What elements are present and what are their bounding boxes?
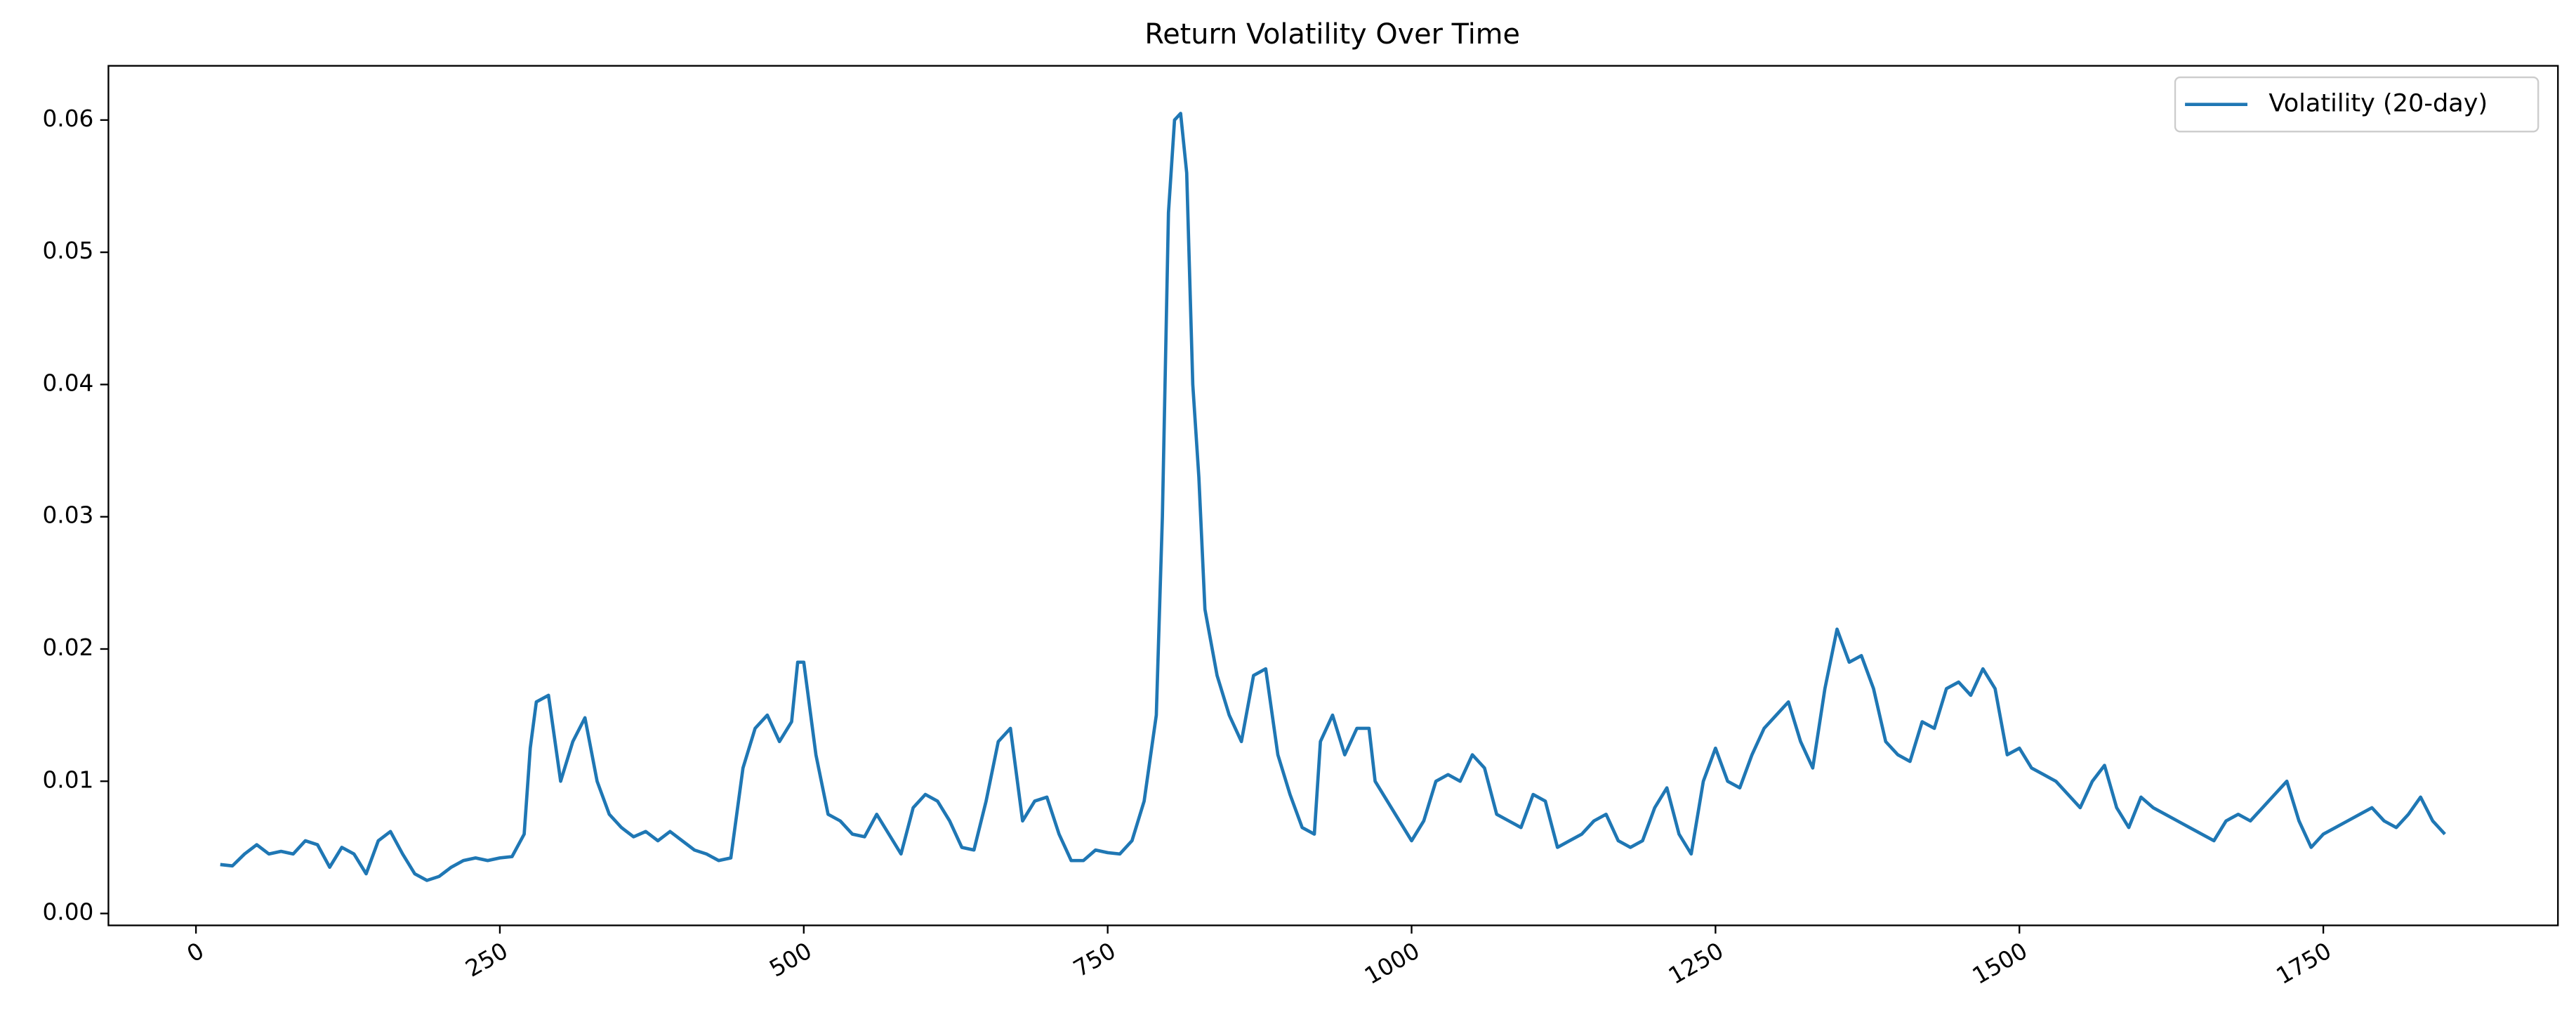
line-series bbox=[220, 112, 2446, 882]
y-tick-label: 0.06 bbox=[42, 105, 93, 132]
legend-box bbox=[2174, 76, 2539, 133]
y-tick-label: 0.04 bbox=[42, 369, 93, 396]
y-tick-label: 0.02 bbox=[42, 634, 93, 661]
plot-frame bbox=[107, 65, 2559, 926]
chart-title: Return Volatility Over Time bbox=[1144, 18, 1520, 51]
y-tick-label: 0.00 bbox=[42, 899, 93, 926]
legend-label: Volatility (20-day) bbox=[2268, 89, 2488, 118]
y-tick-label: 0.01 bbox=[42, 766, 93, 793]
y-tick-label: 0.05 bbox=[42, 237, 93, 264]
y-tick-label: 0.03 bbox=[42, 502, 93, 529]
